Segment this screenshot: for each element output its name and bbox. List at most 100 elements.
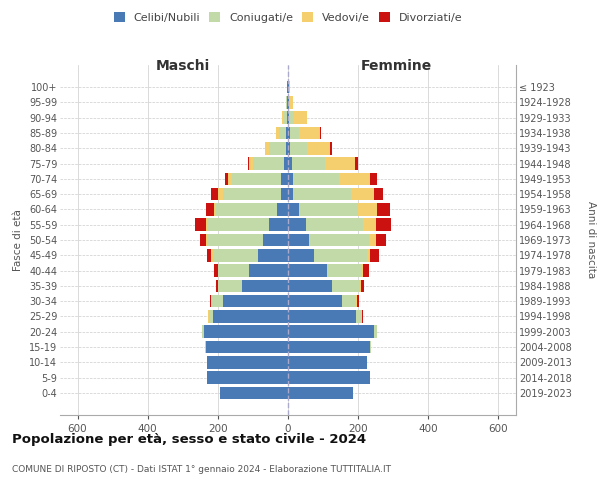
Bar	[290, 142, 307, 154]
Bar	[326, 264, 362, 277]
Bar	[288, 142, 290, 154]
Bar	[208, 372, 288, 384]
Bar	[287, 81, 288, 94]
Bar	[343, 295, 356, 308]
Bar	[295, 112, 307, 124]
Bar	[204, 326, 288, 338]
Y-axis label: Fasce di età: Fasce di età	[13, 209, 23, 271]
Bar	[288, 127, 290, 140]
Bar	[357, 295, 359, 308]
Y-axis label: Anni di nascita: Anni di nascita	[586, 202, 596, 278]
Bar	[206, 340, 288, 353]
Bar	[299, 127, 320, 140]
Bar	[284, 112, 287, 124]
Bar	[208, 310, 209, 322]
Bar	[283, 112, 284, 124]
Bar	[356, 310, 362, 322]
Bar	[314, 249, 367, 262]
Bar	[248, 158, 250, 170]
Bar	[351, 188, 374, 200]
Bar	[355, 158, 358, 170]
Bar	[281, 172, 288, 185]
Bar	[288, 81, 289, 94]
Bar	[290, 127, 299, 140]
Bar	[218, 280, 242, 292]
Bar	[309, 234, 368, 246]
Bar	[218, 188, 223, 200]
Bar	[212, 310, 288, 322]
Bar	[374, 188, 383, 200]
Text: COMUNE DI RIPOSTO (CT) - Dati ISTAT 1° gennaio 2024 - Elaborazione TUTTITALIA.IT: COMUNE DI RIPOSTO (CT) - Dati ISTAT 1° g…	[12, 466, 391, 474]
Bar	[263, 234, 288, 246]
Bar	[269, 142, 286, 154]
Bar	[250, 264, 288, 277]
Bar	[216, 280, 218, 292]
Bar	[320, 127, 322, 140]
Bar	[276, 127, 279, 140]
Bar	[195, 218, 206, 231]
Bar	[214, 203, 216, 215]
Bar	[288, 218, 305, 231]
Text: Popolazione per età, sesso e stato civile - 2024: Popolazione per età, sesso e stato civil…	[12, 432, 366, 446]
Bar	[288, 96, 289, 108]
Bar	[242, 280, 288, 292]
Bar	[376, 218, 391, 231]
Bar	[208, 356, 288, 368]
Bar	[293, 188, 351, 200]
Bar	[362, 264, 364, 277]
Bar	[206, 203, 214, 215]
Bar	[289, 112, 295, 124]
Bar	[205, 340, 206, 353]
Bar	[279, 127, 286, 140]
Bar	[307, 142, 330, 154]
Bar	[214, 264, 218, 277]
Bar	[206, 218, 208, 231]
Bar	[367, 249, 370, 262]
Bar	[364, 264, 368, 277]
Bar	[288, 249, 314, 262]
Bar	[211, 249, 212, 262]
Bar	[288, 172, 293, 185]
Bar	[361, 280, 364, 292]
Bar	[377, 203, 390, 215]
Bar	[292, 158, 325, 170]
Bar	[287, 112, 288, 124]
Bar	[265, 142, 269, 154]
Bar	[370, 249, 379, 262]
Bar	[211, 295, 223, 308]
Bar	[332, 280, 360, 292]
Bar	[288, 203, 299, 215]
Bar	[288, 280, 332, 292]
Bar	[218, 264, 250, 277]
Text: Maschi: Maschi	[155, 60, 210, 74]
Bar	[325, 158, 355, 170]
Bar	[288, 326, 374, 338]
Bar	[269, 218, 288, 231]
Bar	[286, 96, 287, 108]
Bar	[299, 203, 358, 215]
Bar	[288, 295, 343, 308]
Bar	[253, 158, 284, 170]
Bar	[286, 127, 288, 140]
Bar	[288, 356, 367, 368]
Bar	[277, 203, 288, 215]
Bar	[225, 172, 229, 185]
Bar	[284, 158, 288, 170]
Bar	[288, 264, 326, 277]
Bar	[374, 326, 377, 338]
Bar	[376, 234, 386, 246]
Bar	[293, 172, 339, 185]
Bar	[288, 340, 370, 353]
Bar	[202, 326, 204, 338]
Bar	[288, 386, 353, 399]
Bar	[368, 234, 376, 246]
Bar	[232, 172, 281, 185]
Bar	[209, 310, 212, 322]
Bar	[206, 234, 208, 246]
Bar	[288, 234, 309, 246]
Legend: Celibi/Nubili, Coniugati/e, Vedovi/e, Divorziati/e: Celibi/Nubili, Coniugati/e, Vedovi/e, Di…	[109, 8, 467, 28]
Bar	[288, 372, 370, 384]
Bar	[339, 172, 370, 185]
Bar	[211, 188, 218, 200]
Bar	[290, 96, 293, 108]
